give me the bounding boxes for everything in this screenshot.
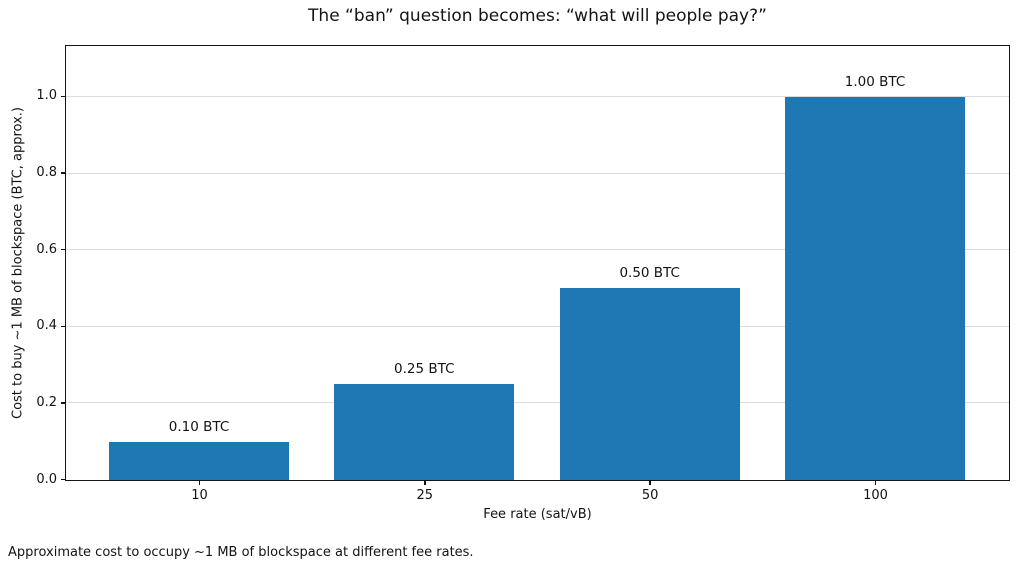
bar-value-label: 0.10 BTC <box>168 418 230 435</box>
x-tick-label: 100 <box>863 488 888 503</box>
x-tick-mark <box>424 481 426 485</box>
plot-area: 0.10 BTC 0.25 BTC 0.50 BTC 1.00 BTC <box>65 45 1010 481</box>
y-tick-label: 0.4 <box>36 318 57 334</box>
gridline <box>66 172 1009 174</box>
y-tick-mark <box>61 402 65 404</box>
y-tick-label: 0.8 <box>36 165 57 180</box>
y-tick-mark <box>61 95 65 98</box>
gridline <box>66 249 1009 251</box>
gridline <box>66 402 1009 404</box>
x-tick-mark <box>874 481 877 485</box>
x-tick-mark <box>198 481 201 485</box>
bar-10 <box>108 441 290 480</box>
y-tick-mark <box>61 248 65 251</box>
y-tick-label: 0.6 <box>36 241 57 257</box>
chart-title: The “ban” question becomes: “what will p… <box>308 6 767 26</box>
bar-100 <box>784 96 966 480</box>
bar-value-label: 1.00 BTC <box>844 73 906 90</box>
y-tick-mark <box>61 478 65 481</box>
figure-caption: Approximate cost to occupy ~1 MB of bloc… <box>8 545 474 560</box>
bar-50 <box>559 288 740 480</box>
y-tick-mark <box>61 172 65 174</box>
bar-value-label: 0.50 BTC <box>619 265 680 282</box>
y-tick-label: 1.0 <box>36 88 57 104</box>
gridline <box>66 95 1009 97</box>
x-tick-label: 50 <box>641 488 659 503</box>
bar-value-label: 0.25 BTC <box>394 361 455 378</box>
x-tick-label: 10 <box>191 488 208 503</box>
x-axis-label: Fee rate (sat/vB) <box>483 507 592 522</box>
y-tick-mark <box>61 325 65 327</box>
y-axis-label: Cost to buy ~1 MB of blockspace (BTC, ap… <box>10 106 26 420</box>
x-tick-mark <box>649 481 651 485</box>
y-tick-label: 0.0 <box>36 471 57 487</box>
gridline <box>66 325 1009 327</box>
bar-25 <box>334 384 515 480</box>
x-tick-label: 25 <box>416 488 434 503</box>
y-tick-label: 0.2 <box>36 394 57 410</box>
